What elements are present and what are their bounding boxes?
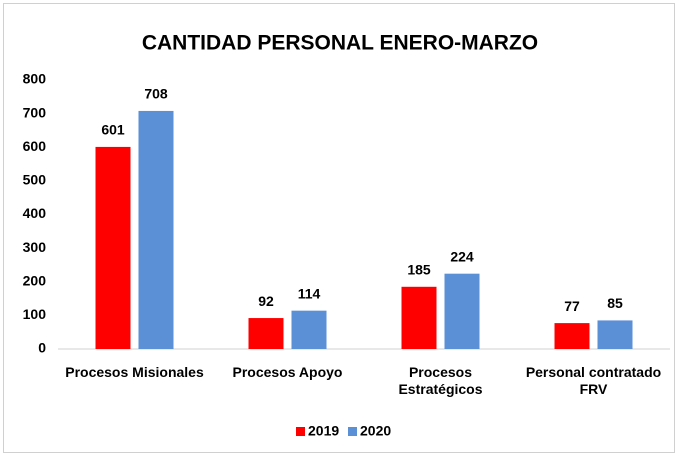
y-tick-label: 300: [23, 239, 47, 255]
bar: [554, 323, 590, 349]
legend-label: 2020: [360, 423, 391, 439]
y-tick-label: 200: [23, 272, 47, 288]
x-tick-label: Procesos Apoyo: [232, 364, 343, 380]
y-tick-label: 100: [23, 306, 47, 322]
bar: [401, 286, 437, 349]
data-label: 77: [564, 298, 580, 314]
y-tick-label: 800: [23, 71, 47, 87]
data-label: 224: [450, 248, 474, 264]
chart-title: CANTIDAD PERSONAL ENERO-MARZO: [142, 32, 538, 55]
bar: [138, 110, 174, 349]
data-label: 708: [144, 86, 168, 102]
bar: [248, 318, 284, 349]
x-tick-label: Procesos Misionales: [65, 364, 204, 380]
legend-label: 2019: [308, 423, 339, 439]
bar: [597, 320, 633, 349]
bar: [95, 146, 131, 349]
data-label: 185: [407, 261, 431, 277]
x-tick-label: Procesos Estratégicos: [398, 364, 483, 397]
bar: [444, 273, 480, 349]
data-label: 114: [298, 285, 321, 301]
y-tick-label: 700: [23, 104, 47, 120]
data-label: 601: [101, 122, 125, 138]
y-tick-label: 400: [23, 205, 47, 221]
bar: [291, 310, 327, 349]
data-label: 85: [607, 295, 623, 311]
y-tick-label: 500: [23, 172, 47, 188]
legend-swatch: [348, 427, 357, 436]
x-tick-label: Personal contratado FRV: [525, 364, 662, 397]
y-tick-label: 600: [23, 138, 47, 154]
data-label: 92: [258, 293, 274, 309]
legend-swatch: [296, 427, 305, 436]
y-tick-label: 0: [38, 340, 46, 356]
